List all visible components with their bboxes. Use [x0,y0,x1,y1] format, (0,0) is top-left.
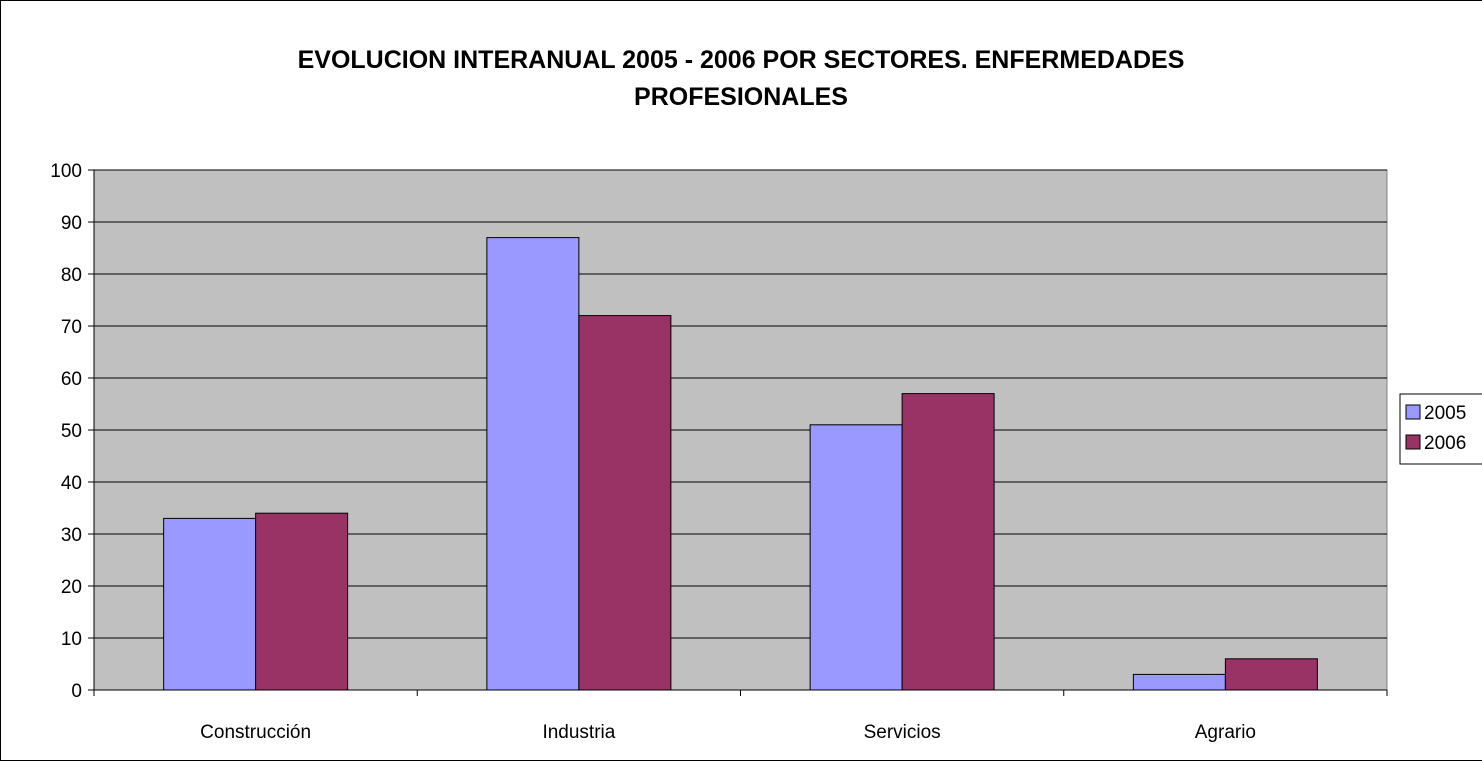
y-tick-label: 90 [61,213,82,234]
y-tick-label: 40 [61,473,82,494]
y-tick-label: 30 [61,525,82,546]
x-tick-label: Construcción [200,722,311,743]
y-tick-label: 0 [71,681,82,702]
bar-2005-agrario [1132,673,1226,691]
legend-label-2005: 2005 [1424,403,1466,424]
legend: 2005 2006 [1399,393,1482,465]
chart-title-line-1: EVOLUCION INTERANUAL 2005 - 2006 POR SEC… [298,46,1185,74]
bar-2005-industria [486,237,580,691]
legend-swatch-2006 [1405,434,1421,450]
x-tick-label: Industria [542,722,615,743]
y-tick-label: 20 [61,577,82,598]
bar-2005-servicios [809,424,903,691]
bar-2006-agrario [1224,658,1318,691]
bar-2006-servicios [901,393,995,691]
legend-label-2006: 2006 [1424,433,1466,454]
y-tick-label: 100 [50,161,82,182]
y-tick-label: 70 [61,317,82,338]
y-tick-label: 50 [61,421,82,442]
y-tick-label: 80 [61,265,82,286]
bar-2006-construcción [255,512,349,691]
y-tick-label: 60 [61,369,82,390]
x-tick-label: Servicios [864,722,941,743]
chart-title-line-2: PROFESIONALES [634,83,848,111]
bar-2005-construcción [163,517,257,691]
plot-area: 0 10 20 30 40 50 60 70 80 90 100 Construcción Indust… [50,161,1388,743]
x-tick-label: Agrario [1195,722,1256,743]
legend-swatch-2005 [1405,404,1421,420]
bar-2006-industria [578,315,672,691]
y-tick-label: 10 [61,629,82,650]
